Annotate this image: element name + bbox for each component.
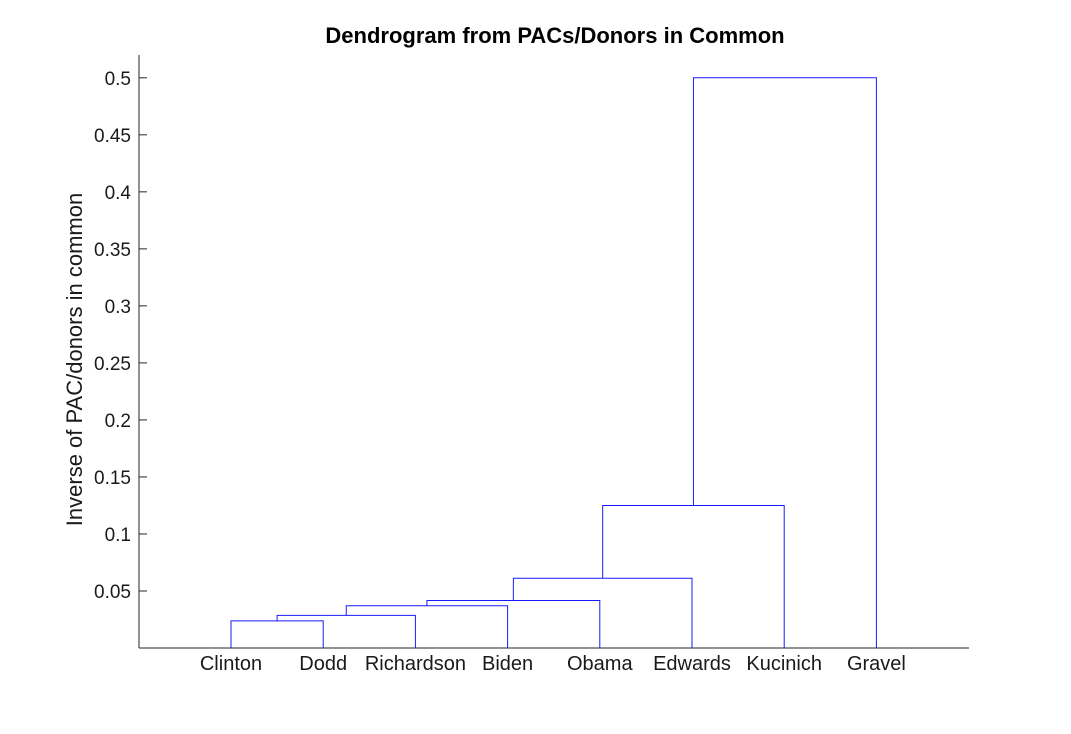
y-axis-label: Inverse of PAC/donors in common: [62, 193, 87, 526]
y-tick-label: 0.05: [94, 582, 131, 603]
leaf-label-kucinich: Kucinich: [746, 653, 822, 675]
leaf-label-richardson: Richardson: [365, 653, 466, 675]
leaf-label-dodd: Dodd: [299, 653, 347, 675]
leaf-label-edwards: Edwards: [653, 653, 731, 675]
axes: [138, 55, 969, 649]
dendrogram-links: [230, 77, 877, 648]
y-tick-label: 0.25: [94, 354, 131, 375]
dendrogram-link-4: [426, 599, 601, 648]
dendrogram-link-1: [230, 620, 324, 648]
y-tick-label: 0.2: [105, 411, 131, 432]
y-tick-label: 0.45: [94, 126, 131, 147]
y-tick-label: 0.35: [94, 240, 131, 261]
y-axis-ticks: 0.05 0.1 0.15 0.2 0.25 0.3 0.35 0.4 0.45 0.5: [94, 69, 147, 603]
y-tick-label: 0.15: [94, 468, 131, 489]
dendrogram-link-2: [276, 614, 416, 648]
chart-title: Dendrogram from PACs/Donors in Common: [325, 23, 784, 48]
y-tick-label: 0.3: [105, 297, 131, 318]
leaf-labels: Clinton Dodd Richardson Biden Obama Edwards Ku…: [200, 653, 906, 675]
dendrogram-link-6: [602, 504, 785, 648]
y-tick-label: 0.4: [105, 183, 132, 204]
leaf-label-clinton: Clinton: [200, 653, 262, 675]
dendrogram-link-3: [345, 605, 509, 648]
y-tick-label: 0.1: [105, 525, 131, 546]
dendrogram-link-5: [512, 577, 693, 648]
leaf-label-biden: Biden: [482, 653, 533, 675]
leaf-label-gravel: Gravel: [847, 653, 906, 675]
y-tick-label: 0.5: [105, 69, 131, 90]
leaf-label-obama: Obama: [567, 653, 633, 675]
dendrogram-link-7: [692, 77, 877, 648]
